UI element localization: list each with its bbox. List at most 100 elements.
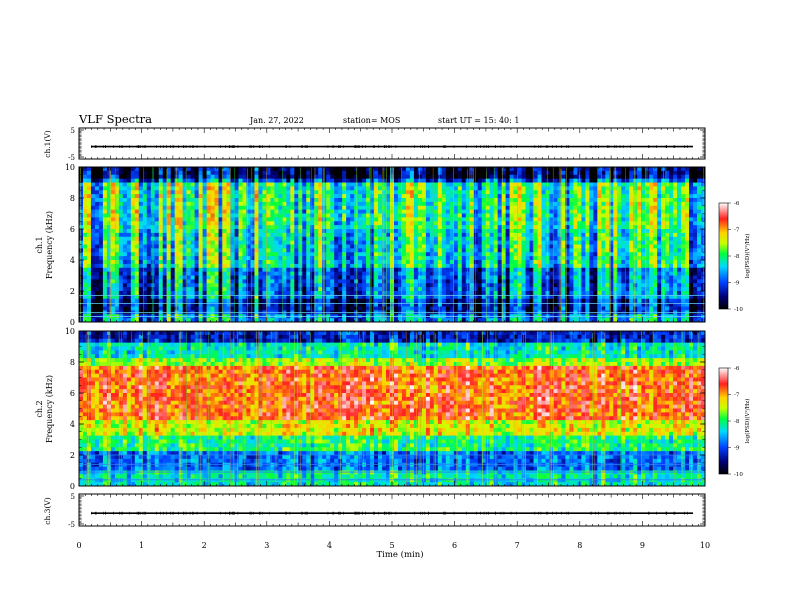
- ch1-spectrogram-cell: [246, 306, 251, 311]
- ch1-spectrogram-cell: [489, 298, 495, 303]
- ch1-spectrogram-cell: [397, 294, 403, 300]
- ch1-spectrogram-cell: [362, 275, 367, 280]
- ch1-spectrogram-cell: [521, 186, 526, 191]
- ch1-spectrogram-cell: [525, 225, 530, 230]
- ch1-spectrogram-cell: [122, 244, 128, 249]
- ch1-spectrogram-cell: [130, 252, 136, 257]
- ch1-spectrogram-cell: [318, 198, 323, 203]
- ch1-spectrogram-cell: [334, 209, 339, 214]
- ch1-spectrogram-cell: [262, 205, 267, 210]
- ch1-spectrogram-cell: [262, 213, 267, 218]
- ch1-spectrogram-cell: [354, 225, 359, 230]
- ch1-spectrogram-cell: [529, 248, 534, 253]
- ch1-spectrogram-cell: [306, 205, 311, 210]
- ch1-spectrogram-cell: [90, 213, 96, 218]
- ch1-spectrogram-cell: [409, 190, 415, 195]
- ch1-spectrogram-cell: [290, 174, 295, 179]
- ch1-spectrogram-cell: [222, 178, 227, 183]
- ch1-spectrogram-cell: [246, 213, 251, 218]
- ch1-spectrogram-cell: [481, 232, 487, 238]
- ch1-spectrogram-cell: [302, 221, 307, 226]
- ch1-spectrogram-cell: [286, 182, 291, 187]
- ch1-spectrogram-cell: [182, 174, 188, 179]
- ch1-spectrogram-cell: [286, 167, 291, 172]
- start-time-label: start UT = 15: 40: 1: [438, 116, 519, 125]
- ch1-spectrogram-cell: [509, 252, 514, 257]
- ch1-spectrogram-cell: [457, 190, 463, 195]
- ch1-spectrogram-cell: [122, 248, 128, 253]
- ch1-spectrogram-cell: [94, 167, 100, 172]
- ch1-spectrogram-cell: [254, 306, 259, 311]
- ch1-spectrogram-cell: [126, 225, 132, 230]
- ch1-spectrogram-cell: [366, 279, 371, 284]
- ch1-spectrogram-cell: [477, 283, 483, 288]
- ch1-spectrogram-cell: [98, 302, 104, 307]
- ch1-spectrogram-cell: [134, 229, 140, 234]
- ch1-spectrogram-cell: [210, 225, 215, 230]
- ch1-spectrogram-cell: [417, 263, 423, 269]
- ch1-spectrogram-cell: [282, 294, 287, 300]
- ch1-spectrogram-cell: [461, 186, 467, 191]
- ch1-spectrogram-cell: [158, 178, 164, 183]
- ch1-spectrogram-cell: [481, 221, 487, 226]
- ch1-spectrogram-cell: [210, 229, 215, 234]
- ch1-spectrogram-cell: [158, 217, 164, 222]
- ch1-spectrogram-cell: [314, 190, 319, 195]
- ch1-spectrogram-cell: [342, 236, 347, 241]
- ch1-spectrogram-cell: [114, 271, 120, 276]
- ch1-spectrogram-cell: [362, 225, 367, 230]
- ch1-spectrogram-cell: [481, 302, 487, 307]
- ch1-spectrogram-cell: [366, 287, 371, 292]
- ch1-spectrogram-cell: [238, 217, 243, 222]
- ch1-spectrogram-cell: [326, 225, 331, 230]
- ch1-spectrogram-cell: [198, 170, 203, 176]
- ch1-spectrogram-cell: [102, 225, 108, 230]
- ch1-spectrogram-cell: [82, 194, 88, 199]
- ch1-spectrogram-cell: [302, 229, 307, 234]
- ch1-spectrogram-cell: [417, 190, 423, 195]
- ch1-spectrogram-cell: [134, 275, 140, 280]
- ch1-spectrogram-cell: [86, 302, 92, 307]
- ch1-spectrogram-cell: [302, 291, 307, 296]
- ch1-spectrogram-cell: [162, 248, 168, 253]
- ch1-spectrogram-cell: [202, 236, 207, 241]
- ch1-spectrogram-cell: [254, 167, 259, 172]
- ch1-spectrogram-cell: [294, 267, 299, 272]
- ch1-spectrogram-cell: [342, 275, 347, 280]
- ch1-spectrogram-cell: [374, 240, 379, 245]
- ch1-spectrogram-cell: [533, 229, 538, 234]
- ch1-spectrogram-cell: [382, 190, 387, 195]
- ch1-spectrogram-cell: [158, 182, 164, 187]
- ch1-spectrogram-cell: [246, 167, 251, 172]
- ch1-spectrogram-cell: [358, 252, 363, 257]
- ch1-spectrogram-cell: [513, 198, 518, 203]
- ch1-spectrogram-cell: [79, 260, 84, 265]
- ch1-spectrogram-cell: [166, 201, 172, 207]
- ch1-spectrogram-cell: [326, 267, 331, 272]
- ch1-spectrogram-cell: [82, 275, 88, 280]
- ch1-spectrogram-cell: [79, 240, 84, 245]
- ch1-spectrogram-cell: [449, 198, 455, 203]
- ch1-spectrogram-cell: [274, 248, 279, 253]
- ch1-spectrogram-cell: [358, 209, 363, 214]
- ch1-spectrogram-cell: [86, 174, 92, 179]
- ch1-spectrogram-cell: [274, 302, 279, 307]
- ch1-spectrogram-cell: [453, 291, 459, 296]
- ch1-spectrogram-cell: [246, 198, 251, 203]
- ch1-spectrogram-cell: [166, 240, 172, 245]
- ch1-spectrogram-cell: [477, 240, 483, 245]
- ch1-spectrogram-cell: [294, 201, 299, 207]
- ch1-spectrogram-cell: [445, 256, 451, 261]
- ch1-spectrogram-cell: [342, 256, 347, 261]
- ch1-spectrogram-cell: [110, 275, 116, 280]
- ch1-spectrogram-cell: [138, 232, 144, 238]
- ch1-spectrogram-cell: [445, 318, 451, 322]
- ch1-spectrogram-cell: [425, 306, 431, 311]
- ch1-spectrogram-cell: [421, 190, 427, 195]
- ch1-spectrogram-cell: [306, 256, 311, 261]
- ch1-spectrogram-cell: [178, 252, 184, 257]
- ch1-spectrogram-cell: [529, 221, 534, 226]
- ch1-spectrogram-cell: [282, 178, 287, 183]
- ch1-spectrogram-cell: [397, 178, 403, 183]
- ch1-spectrogram-cell: [186, 186, 191, 191]
